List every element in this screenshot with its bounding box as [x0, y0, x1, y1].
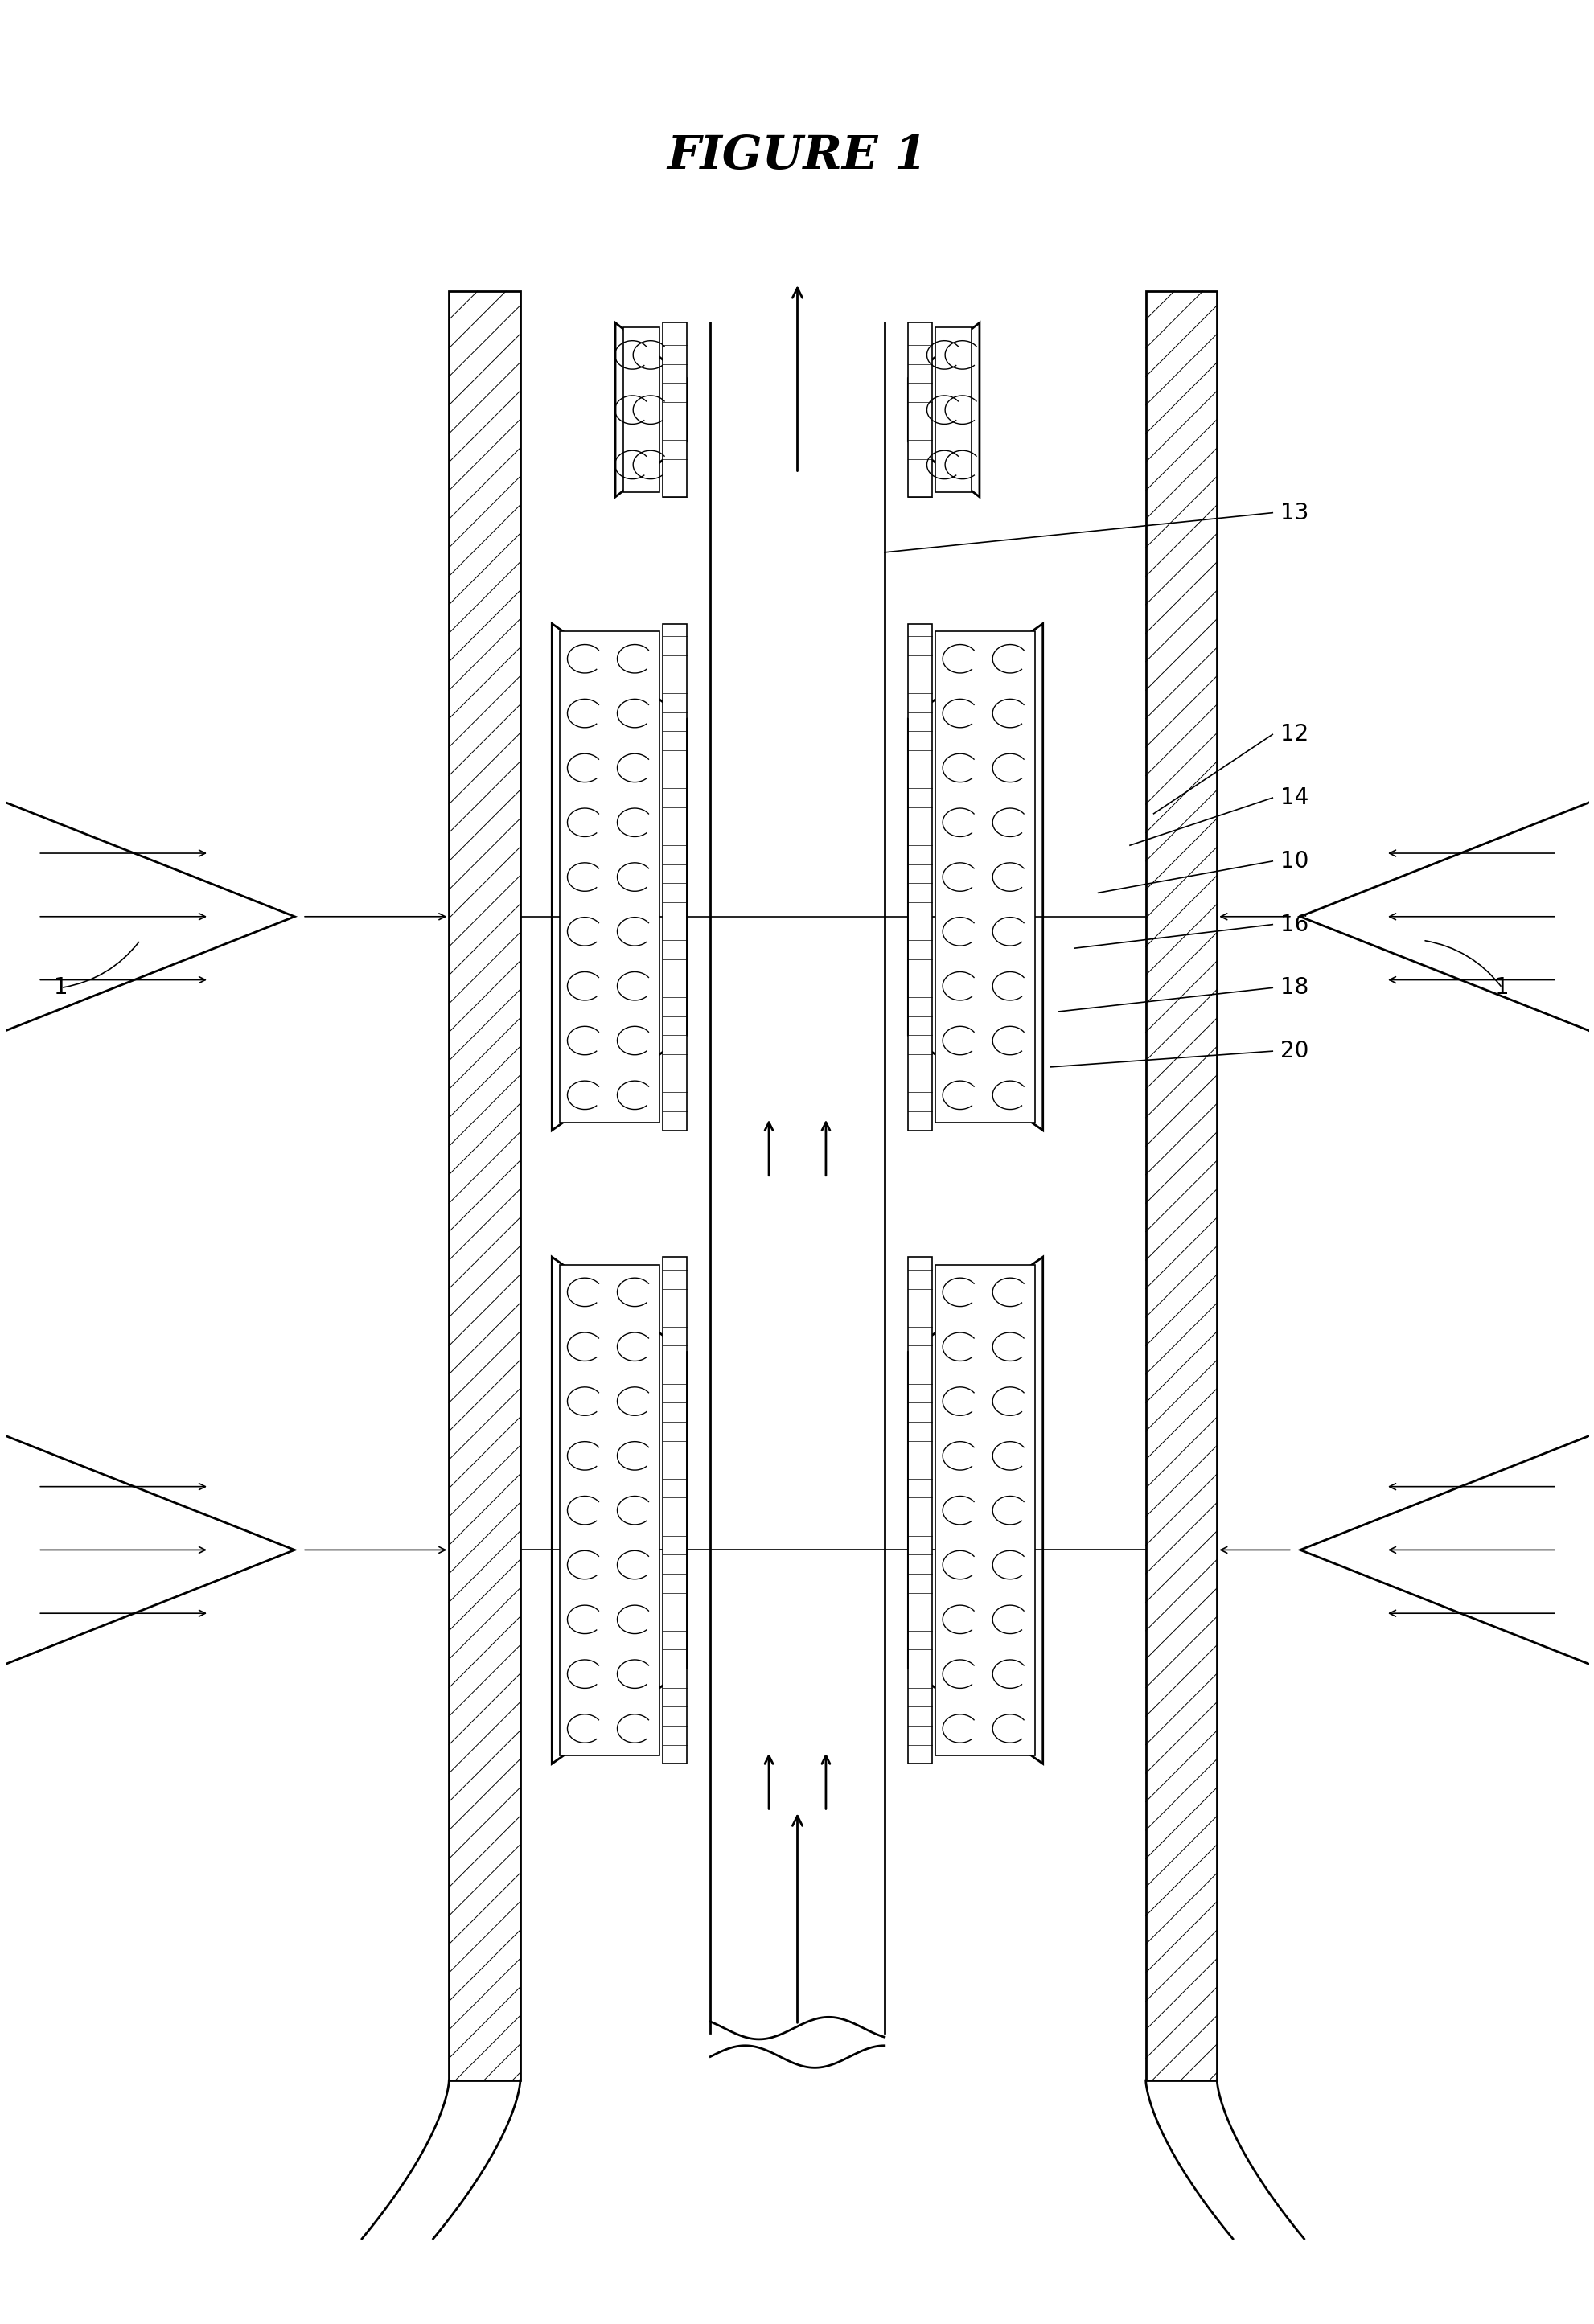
Text: 16: 16 — [1280, 913, 1309, 937]
Bar — [934, 632, 1035, 1122]
Bar — [909, 1257, 931, 1764]
Bar — [663, 1257, 685, 1764]
Text: 12: 12 — [1280, 723, 1309, 746]
Text: 14: 14 — [1280, 786, 1309, 809]
Bar — [909, 623, 931, 1129]
Bar — [663, 623, 685, 1129]
Bar — [934, 328, 971, 493]
Bar — [909, 323, 931, 497]
Bar — [1144, 290, 1216, 2080]
Text: 1: 1 — [1494, 976, 1508, 999]
Text: 13: 13 — [1280, 502, 1309, 523]
Text: 10: 10 — [1280, 851, 1309, 872]
Bar — [450, 290, 520, 2080]
Bar — [934, 1264, 1035, 1757]
Bar — [623, 328, 660, 493]
Bar — [559, 632, 660, 1122]
Bar — [559, 1264, 660, 1757]
Text: 20: 20 — [1280, 1039, 1309, 1062]
Text: 1: 1 — [54, 976, 69, 999]
Bar — [663, 323, 685, 497]
Text: FIGURE 1: FIGURE 1 — [666, 135, 928, 179]
Text: 18: 18 — [1280, 976, 1309, 999]
